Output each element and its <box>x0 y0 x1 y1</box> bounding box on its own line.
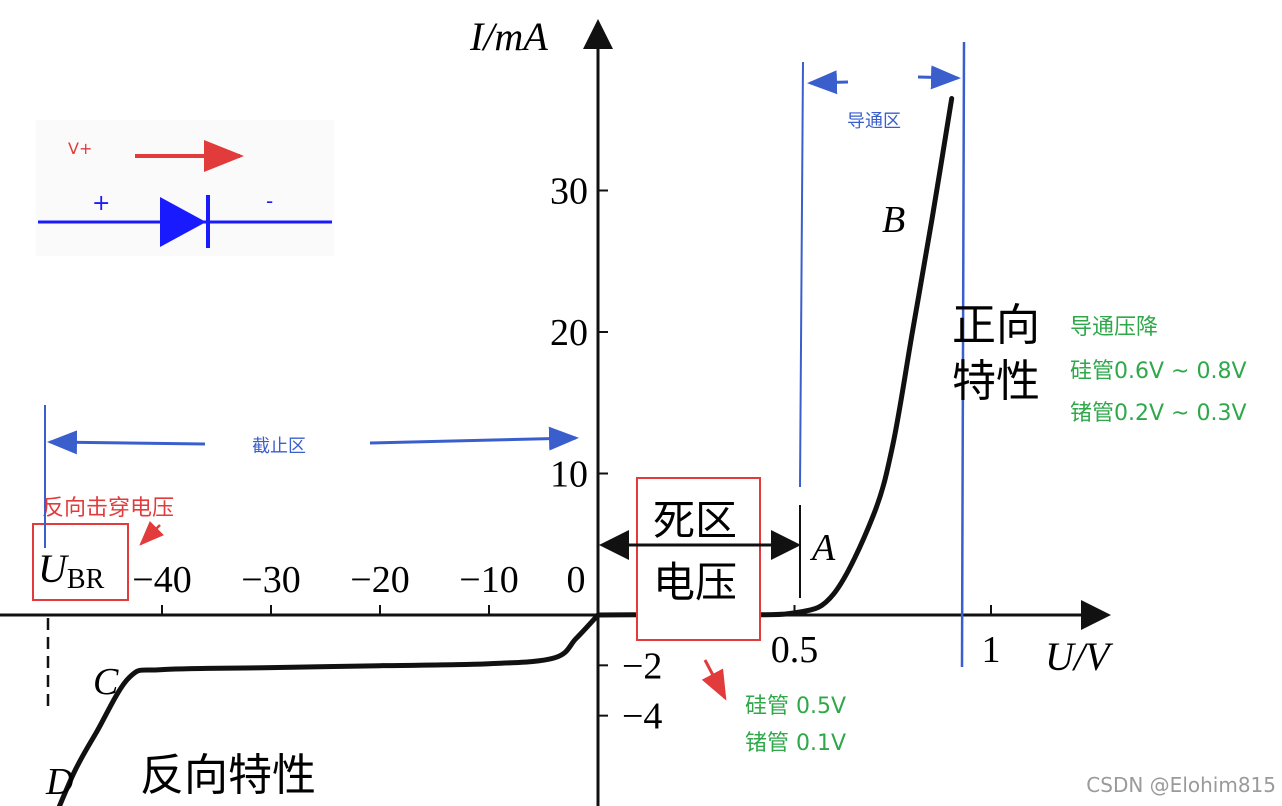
x-tick-label: −10 <box>459 559 518 601</box>
dead-zone-line2: 电压 <box>653 561 737 607</box>
dead-ge-label: 锗管 0.1V <box>745 731 846 756</box>
conduction-arrow-left <box>807 70 849 95</box>
cutoff-arrow-right <box>369 426 579 451</box>
point-label-a: A <box>809 527 836 569</box>
x-tick-label: −40 <box>132 559 191 601</box>
reverse-breakdown-arrow <box>139 521 164 546</box>
y-tick-label: 10 <box>550 454 588 496</box>
dead-zone-box <box>636 477 761 641</box>
x-tick-label: 0 <box>567 559 586 601</box>
reverse-breakdown-annotation: 反向击穿电压 <box>42 496 174 521</box>
conduction-right-line <box>960 41 966 668</box>
y-axis-title: I/mA <box>469 14 548 59</box>
y-tick-label: 30 <box>550 171 588 213</box>
x-tick-label: −20 <box>350 559 409 601</box>
iv-curve-reverse <box>56 612 601 806</box>
inset-plus: + <box>92 191 110 216</box>
conduction-zone-label: 导通区 <box>847 111 901 132</box>
dead-zone-line1: 死区 <box>653 499 737 545</box>
y-tick-label: 20 <box>550 312 588 354</box>
conduction-arrow-right <box>917 65 961 90</box>
x-tick-label: −30 <box>241 559 300 601</box>
cutoff-arrow-left <box>47 430 206 455</box>
x-axis-title: U/V <box>1045 634 1114 679</box>
ubr-label: UBR <box>38 546 105 595</box>
inset-voltage-label: V+ <box>68 139 92 158</box>
watermark: CSDN @Elohim815 <box>1086 773 1276 797</box>
point-label-c: C <box>93 661 119 703</box>
point-label-b: B <box>882 199 905 241</box>
dead-si-label: 硅管 0.5V <box>745 694 846 719</box>
forward-drop-title: 导通压降 <box>1070 315 1158 340</box>
forward-char-line1: 正向 <box>952 301 1040 350</box>
cutoff-zone-label: 截止区 <box>252 436 306 457</box>
diode-inset: V+ + - <box>36 120 334 256</box>
ubr-box <box>32 523 129 601</box>
y-tick-label: −4 <box>622 696 662 738</box>
x-tick-label: 0.5 <box>771 629 819 671</box>
forward-char-line2: 特性 <box>952 357 1040 406</box>
conduction-left-line <box>799 61 804 488</box>
y-tick-label: −2 <box>622 645 662 687</box>
x-tick-label: 1 <box>982 629 1001 671</box>
ticks-group: 10 20 30 −2 −4 −40 −30 −20 −10 0 0.5 1 <box>132 171 1000 738</box>
reverse-char-label: 反向特性 <box>140 751 316 800</box>
point-label-d: D <box>45 761 73 803</box>
forward-drop-ge: 锗管0.2V ~ 0.3V <box>1070 401 1247 426</box>
forward-drop-si: 硅管0.6V ~ 0.8V <box>1070 359 1247 384</box>
diode-triangle-icon <box>160 197 206 247</box>
inset-minus: - <box>266 189 273 213</box>
dead-zone-red-arrow <box>701 659 727 701</box>
